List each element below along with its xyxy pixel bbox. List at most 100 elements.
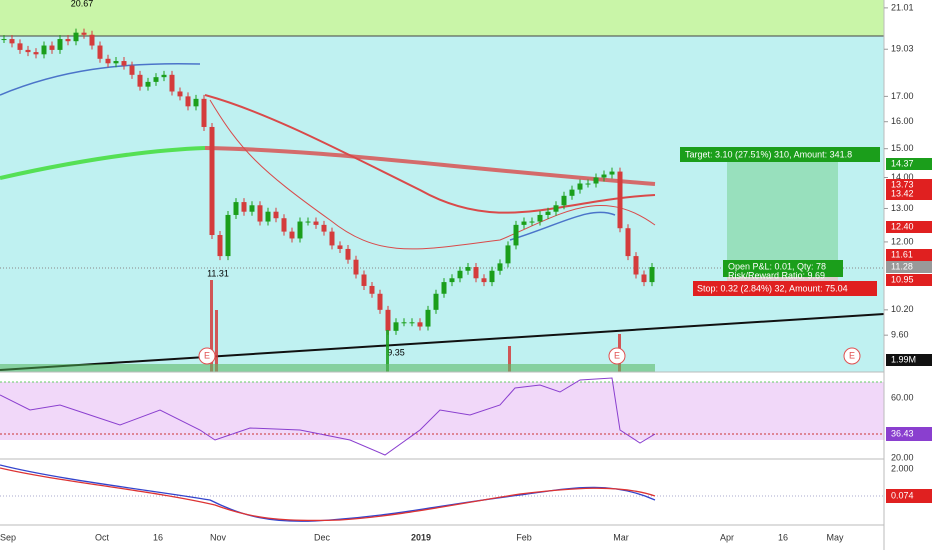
volume-bar [210,280,213,372]
candle [169,74,175,92]
earnings-text: E [614,350,620,360]
candle [161,74,167,78]
x-tick-label: Oct [95,532,110,542]
x-tick-label: Dec [314,532,331,542]
x-tick-label: May [826,532,844,542]
x-tick-label: Mar [613,532,629,542]
candle [145,81,151,87]
x-tick-label: 16 [778,532,788,542]
candle [449,278,455,283]
candle [129,65,135,75]
candle [545,211,551,215]
pnl-text: Open P&L: 0.01, Qty: 78 [728,261,826,271]
candle [185,96,191,107]
macd-signal [0,467,656,522]
price-badge [886,221,932,233]
candle [409,322,415,324]
price-badge [886,274,932,286]
trend-line [0,313,885,371]
candle [649,267,655,283]
earnings-icon[interactable] [843,347,861,365]
candle [121,61,127,66]
candle [505,245,511,264]
y-tick-label: 14.00 [891,172,914,182]
candle [585,183,591,185]
candle [25,49,31,53]
candle [361,274,367,286]
candle [553,205,559,212]
price-badge-label: 12.40 [891,221,914,231]
x-tick-label: Sep [0,532,16,542]
y-tick-label: 15.00 [891,143,914,153]
price-badge [886,354,932,366]
candle [81,32,87,35]
price-badge-label: 1.99M [891,354,916,364]
x-tick-label: Feb [516,532,532,542]
target-box [680,147,880,162]
candle [289,231,295,239]
low-label: 11.31 [207,268,229,278]
earnings-icon[interactable] [608,347,626,365]
candle [393,322,399,331]
candle [249,205,255,212]
price-badge [886,261,932,273]
price-badge-label: 13.73 [891,179,914,189]
price-badge-label: 13.42 [891,188,914,198]
candle [273,211,279,219]
candle [177,91,183,97]
candle [313,221,319,225]
candle [105,58,111,64]
candle [193,98,199,107]
y-tick-label: 16.00 [891,116,914,126]
high-label: 20.67 [71,0,94,8]
candle [9,39,15,44]
y-tick-label: 19.03 [891,44,914,54]
price-badge-label: 11.28 [891,261,913,271]
price-badge [886,158,932,170]
candle [529,221,535,223]
candle [385,309,391,331]
low-label: 9.35 [387,347,405,357]
candle [97,45,103,59]
candle [257,205,263,222]
candle [433,293,439,310]
candle [537,214,543,222]
candle [417,322,423,327]
y-tick-label: 21.01 [891,2,914,12]
candle [609,171,615,175]
candle [17,43,23,50]
candle [297,221,303,239]
y-tick-label: 17.00 [891,91,914,101]
earnings: E E E [198,347,861,365]
ma-green [0,146,206,180]
candle [601,174,607,178]
candle [281,218,287,232]
candle [65,39,71,42]
macd-badge [886,489,932,503]
rsi-badge [886,427,932,441]
candle [33,52,39,55]
candle [353,259,359,275]
candle [633,256,639,275]
y-tick-label: 12.00 [891,236,914,246]
candle [265,211,271,222]
x-tick-label: 2019 [411,532,431,542]
candle [457,270,463,279]
candle [201,98,207,127]
candle [225,214,231,257]
volume-bar [386,330,389,372]
stop-text: Stop: 0.32 (2.84%) 32, Amount: 75.04 [697,283,848,293]
volume-bar [215,310,218,372]
y-tick-label: 13.00 [891,203,914,213]
candle [73,32,79,42]
earnings-icon[interactable] [198,347,216,365]
earnings-text: E [849,350,855,360]
candle [377,293,383,310]
volume-bar [508,346,511,372]
price-badge-label: 10.95 [891,274,914,284]
candle [641,274,647,283]
candle [113,61,119,64]
candle [497,263,503,271]
candle [241,202,247,212]
price-badge [886,188,932,200]
